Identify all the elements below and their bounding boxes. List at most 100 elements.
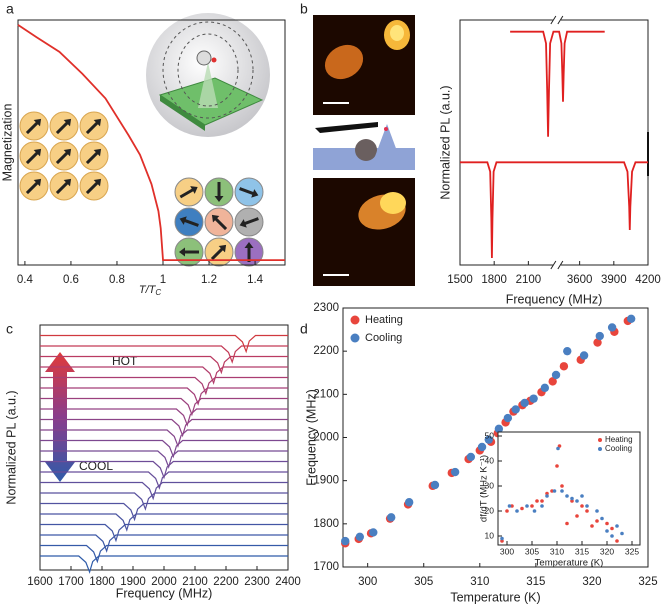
point [560,489,564,493]
point [515,509,519,513]
point [559,362,569,371]
x-tick-label: 3600 [567,274,593,286]
x-tick-label: 3900 [601,274,627,286]
legend-label: Heating [605,435,633,444]
spin-arrow [55,120,70,135]
x-tick-label: 4200 [635,274,661,286]
point [595,519,599,523]
label-bg [76,459,112,473]
x-tick-label: 1700 [58,576,84,588]
nv-center [384,127,388,131]
spin-arrow-head [214,196,224,202]
point [579,351,589,360]
substrate-edge [160,95,205,131]
axis-break-mark [557,15,564,25]
spectrum-trace [40,513,288,532]
pillar [198,62,218,108]
spin-arrow [55,180,70,195]
annotation: HOT [112,354,138,368]
spectrum-trace [40,355,288,375]
line [510,30,605,137]
legend-label: Heating [365,314,403,326]
spin-arrow-head [63,148,72,157]
y-tick-label: 40 [485,455,495,465]
y-axis-label: Normalized PL (a.u.) [438,85,452,199]
point [484,435,493,444]
point [565,521,569,526]
spin-arrow [210,246,225,261]
plot-frame [17,19,286,266]
axis-break-mark [557,260,564,270]
x-tick-label: 0.4 [17,274,34,286]
probe-sphere [355,139,377,161]
point [570,496,574,501]
legend-label: Cooling [365,332,402,344]
point [540,383,550,393]
y-tick-label: 2000 [313,432,339,444]
magnetic-sphere [196,50,212,66]
spin-arrow-head [244,242,254,248]
point [507,504,512,508]
point [532,509,537,513]
y-axis-label: df/dT (MHz K⁻¹) [479,455,490,522]
y-tick-label: 1700 [313,561,339,573]
spin-arrow-head [63,118,72,127]
x-axis-label: T/TC [139,284,162,297]
spectrum-trace [40,429,288,448]
point [605,521,609,526]
x-tick-label: 1800 [89,576,115,588]
spin-arrow-head [190,186,198,194]
spectrum-trace [40,397,288,417]
point [563,346,572,356]
particle-highlight [390,25,404,41]
x-tick-label: 0.6 [63,274,79,286]
spectrum-trace [40,460,288,480]
point [520,398,529,408]
y-tick-label: 2200 [313,345,339,357]
x-tick-label: 2000 [151,576,177,588]
x-tick-label: 310 [470,576,489,588]
spin-arrow-head [251,189,259,198]
spin-arrow [85,150,100,165]
arrow [45,352,75,482]
point [520,506,524,511]
point [580,504,584,508]
x-tick-label: 305 [525,546,539,556]
point [605,529,609,533]
plot-frame [459,19,649,266]
spin-arrow-head [179,247,185,257]
spectrum-trace [40,345,288,364]
x-tick-label: 2100 [182,576,208,588]
point [607,323,617,332]
point [560,484,564,488]
point [610,534,614,538]
point [550,489,554,493]
y-axis-label: Frequency (MHz) [304,389,318,486]
spectrum-trace [40,544,288,564]
x-tick-label: 2100 [516,274,542,286]
spin-arrow [85,180,100,195]
point [430,480,440,490]
spectrum-trace [40,418,288,438]
spectrum-trace [40,492,288,511]
x-tick-label: 320 [582,576,601,588]
x-tick-label: 1 [160,274,166,286]
annotation: COOL [79,459,113,473]
spectrum-trace [40,502,288,522]
x-tick-label: 1600 [27,576,53,588]
point [500,539,504,543]
spectrum-trace [40,387,288,406]
field-line [177,33,239,107]
panel-label: a [6,1,14,17]
spectrum-trace [40,450,288,469]
point [505,509,509,513]
point [477,442,487,452]
spin-arrow-head [218,244,227,253]
label-bg [108,354,138,368]
point [369,528,378,537]
x-tick-label: 300 [358,576,377,588]
point [595,331,604,341]
x-axis-label: Frequency (MHz) [506,292,603,306]
spin-illustration [19,111,264,267]
